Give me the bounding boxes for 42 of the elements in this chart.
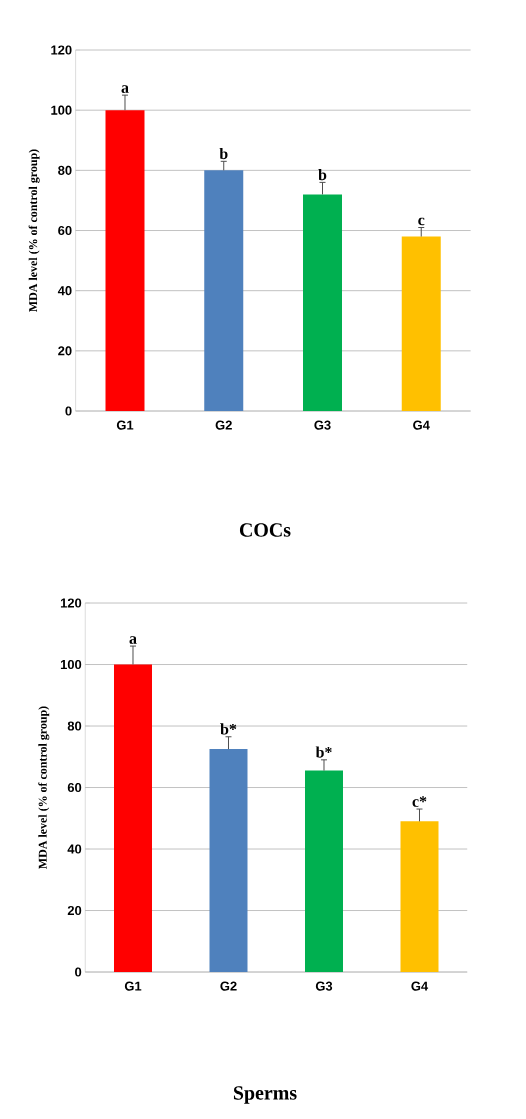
- x-tick-label: G2: [215, 420, 232, 430]
- x-tick-label: G4: [411, 981, 429, 991]
- y-tick-label: 100: [51, 105, 72, 115]
- bar: [305, 770, 343, 973]
- y-tick-label: 0: [75, 967, 82, 977]
- y-tick-label: 80: [67, 721, 82, 731]
- x-tick-label: G2: [220, 981, 237, 991]
- y-tick-label: 20: [58, 346, 72, 356]
- annotation: b: [318, 168, 327, 181]
- y-tick-label: 60: [67, 782, 82, 793]
- bar: [401, 236, 441, 412]
- bar: [204, 170, 244, 412]
- bar: [303, 194, 342, 412]
- annotation: a: [129, 636, 137, 644]
- x-tick-label: G1: [124, 981, 142, 991]
- annotation: b*: [220, 723, 237, 735]
- y-tick-label: 60: [58, 225, 72, 236]
- y-tick-label: 120: [60, 598, 82, 608]
- y-tick-label: 80: [58, 165, 72, 175]
- bar: [114, 664, 152, 973]
- y-tick-label: 40: [67, 844, 82, 854]
- y-tick-label: 100: [60, 659, 82, 670]
- y-tick-label: 0: [65, 406, 72, 416]
- y-tick-label: 120: [51, 45, 72, 55]
- x-tick-label: G3: [314, 420, 331, 430]
- x-tick-label: G3: [315, 981, 333, 991]
- y-tick-label: 20: [67, 905, 82, 916]
- bar: [105, 110, 145, 412]
- annotation: b: [219, 147, 228, 160]
- bar: [400, 821, 439, 973]
- text: Sperms: [233, 1086, 297, 1104]
- x-tick-label: G1: [116, 420, 134, 430]
- y-axis-title: MDA level (% of control group): [28, 149, 40, 312]
- y-tick-label: 40: [57, 286, 72, 296]
- y-axis-title: MDA level (% of control group): [38, 706, 50, 869]
- text: COCs: [239, 523, 291, 537]
- annotation: b*: [315, 746, 332, 758]
- bar: [209, 749, 248, 973]
- annotation: c: [418, 217, 425, 226]
- x-tick-label: G4: [413, 420, 430, 430]
- annotation: a: [121, 85, 129, 93]
- annotation: c*: [412, 796, 427, 807]
